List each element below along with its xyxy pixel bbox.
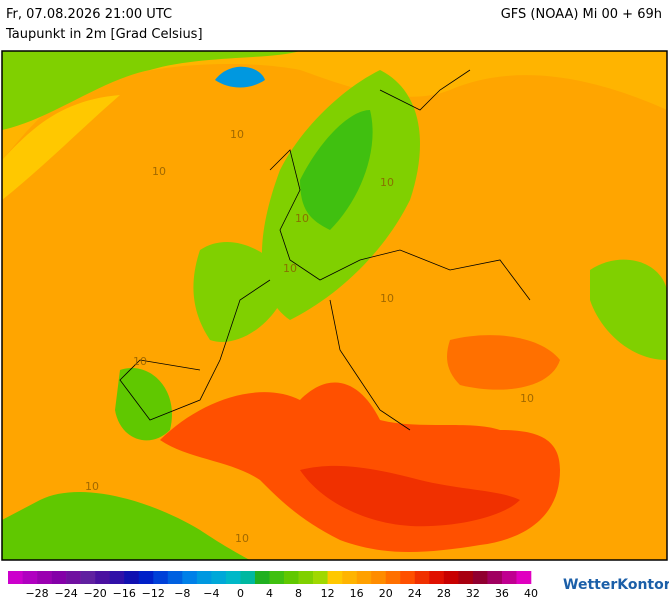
legend-tick-label: −12 [142,587,165,600]
contour-label: 10 [520,392,534,405]
legend-swatch [327,571,343,584]
legend-swatch [385,571,401,584]
legend-tick-label: 12 [321,587,335,600]
map: 10 10 10 10 10 10 10 10 10 10 [1,50,668,561]
color-legend: −28 −24 −20 −16 −12 −8 −4 0 4 8 12 16 20 24 28 32 36 40 [8,571,538,600]
legend-tick-label: −24 [55,587,78,600]
legend-swatch [22,571,38,584]
legend-tick-label: 40 [524,587,538,600]
contour-label: 10 [235,532,249,545]
contour-label: 10 [295,212,309,225]
contour-label: 10 [133,355,147,368]
legend-tick-label: 8 [295,587,302,600]
legend-swatch [182,571,198,584]
legend-swatch [51,571,67,584]
legend-swatch [356,571,372,584]
legend-tick-label: −28 [25,587,48,600]
legend-swatch [371,571,387,584]
legend-swatch [124,571,140,584]
logo: WetterKontor [563,577,669,593]
legend-swatch [443,571,459,584]
legend-swatch [487,571,503,584]
legend-swatch [95,571,110,584]
contour-label: 10 [230,128,244,141]
legend-tick-label: −4 [203,587,219,600]
legend-swatch [138,571,154,584]
legend-tick-label: 32 [466,587,480,600]
legend-swatch [225,571,241,584]
legend-swatch [66,571,81,584]
legend-swatch [472,571,488,584]
legend-swatch [211,571,227,584]
legend-swatch [167,571,183,584]
subtitle: Taupunkt in 2m [Grad Celsius] [5,27,203,42]
legend-swatch [37,571,52,584]
legend-swatch [400,571,416,584]
contour-label: 10 [380,292,394,305]
legend-swatch [254,571,270,584]
legend-swatch [8,571,23,584]
contour-label: 10 [380,176,394,189]
legend-tick-label: −8 [174,587,190,600]
legend-tick-label: 0 [237,587,244,600]
legend-tick-label: 24 [408,587,422,600]
legend-tick-label: 20 [379,587,393,600]
legend-swatch [458,571,474,584]
header-right: GFS (NOAA) Mi 00 + 69h [501,7,662,22]
contour-label: 10 [283,262,297,275]
legend-swatch [298,571,314,584]
legend-swatch [414,571,430,584]
legend-swatch [196,571,212,584]
legend-swatch [109,571,125,584]
legend-swatch [269,571,285,584]
legend-swatch [501,571,517,584]
legend-tick-label: 36 [495,587,509,600]
header-left: Fr, 07.08.2026 21:00 UTC [6,7,172,22]
contour-label: 10 [85,480,99,493]
legend-swatch [153,571,169,584]
legend-tick-label: 28 [437,587,451,600]
legend-swatch [516,571,532,584]
legend-tick-label: 4 [266,587,273,600]
legend-tick-label: 16 [350,587,364,600]
legend-swatch [342,571,357,584]
legend-tick-label: −20 [84,587,107,600]
legend-tick-label: −16 [113,587,136,600]
legend-swatch [284,571,299,584]
contour-label: 10 [152,165,166,178]
legend-swatch [80,571,96,584]
legend-swatch [429,571,445,584]
legend-swatch [313,571,328,584]
legend-swatch [240,571,256,584]
